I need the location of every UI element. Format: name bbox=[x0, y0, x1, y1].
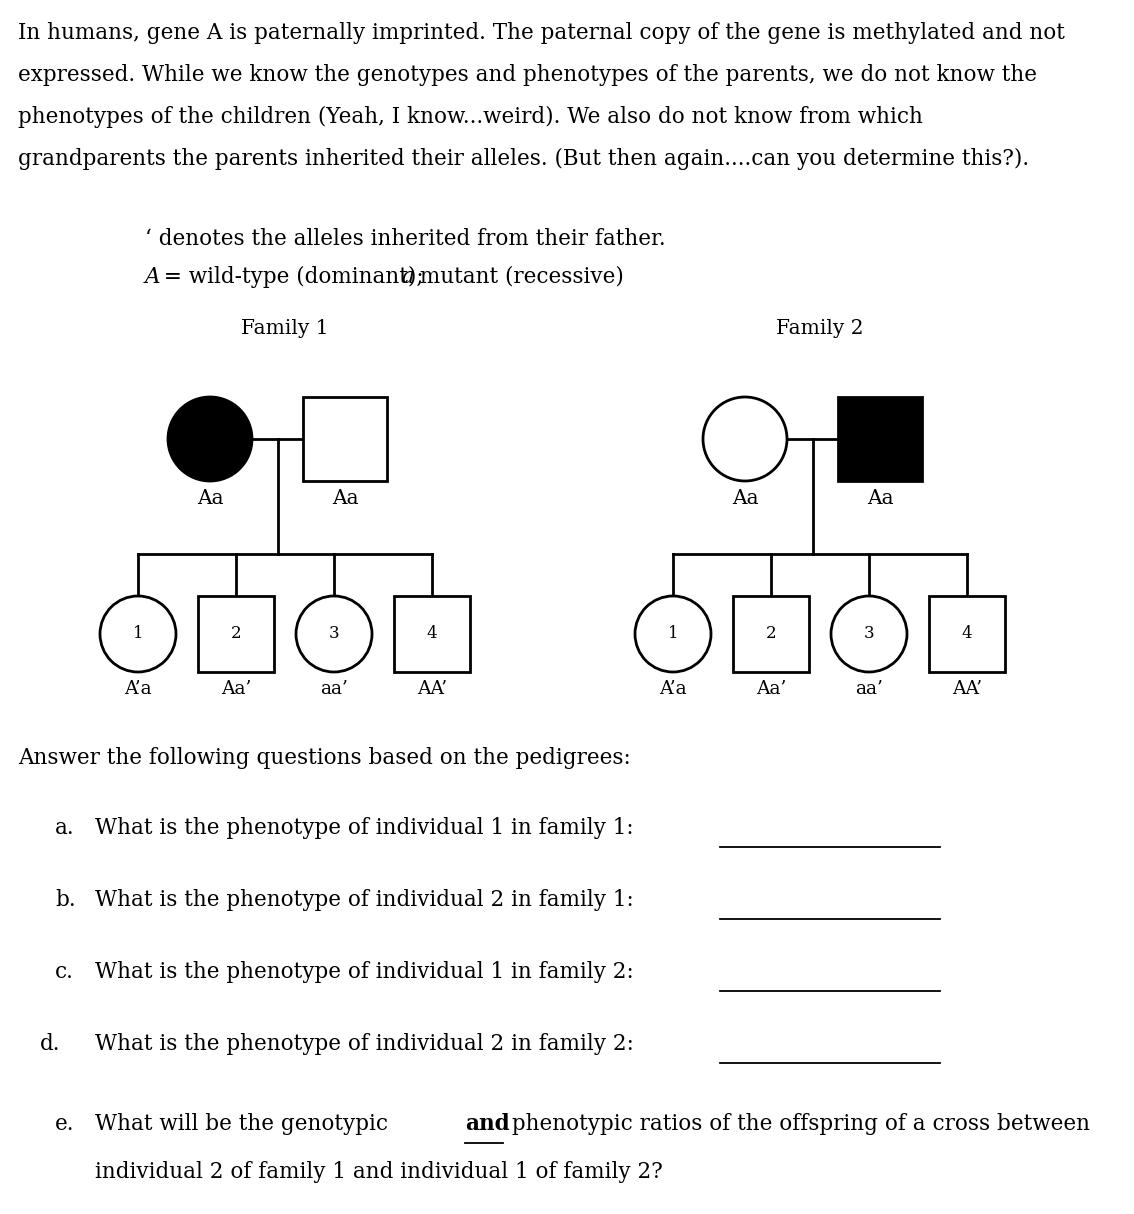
Text: AA’: AA’ bbox=[417, 680, 447, 698]
Text: What is the phenotype of individual 2 in family 1:: What is the phenotype of individual 2 in… bbox=[95, 889, 634, 910]
Text: What will be the genotypic: What will be the genotypic bbox=[95, 1113, 395, 1135]
Text: ‘ denotes the alleles inherited from their father.: ‘ denotes the alleles inherited from the… bbox=[145, 228, 666, 250]
Text: 3: 3 bbox=[329, 625, 339, 642]
Bar bbox=[393, 596, 469, 673]
Text: In humans, gene A is paternally imprinted. The paternal copy of the gene is meth: In humans, gene A is paternally imprinte… bbox=[18, 22, 1065, 44]
Bar bbox=[929, 596, 1005, 673]
Text: Aa: Aa bbox=[196, 489, 223, 507]
Text: d.: d. bbox=[40, 1033, 60, 1055]
Text: 1: 1 bbox=[668, 625, 678, 642]
Circle shape bbox=[635, 596, 711, 673]
Text: What is the phenotype of individual 1 in family 2:: What is the phenotype of individual 1 in… bbox=[95, 961, 634, 983]
Text: A’a: A’a bbox=[125, 680, 152, 698]
Text: = wild-type (dominant);: = wild-type (dominant); bbox=[156, 266, 423, 288]
Text: Answer the following questions based on the pedigrees:: Answer the following questions based on … bbox=[18, 747, 631, 768]
Text: 3: 3 bbox=[864, 625, 874, 642]
Text: 1: 1 bbox=[133, 625, 143, 642]
Text: phenotypes of the children (Yeah, I know...weird). We also do not know from whic: phenotypes of the children (Yeah, I know… bbox=[18, 106, 923, 129]
Bar bbox=[733, 596, 809, 673]
Text: A’a: A’a bbox=[659, 680, 687, 698]
Text: grandparents the parents inherited their alleles. (But then again....can you det: grandparents the parents inherited their… bbox=[18, 148, 1030, 170]
Circle shape bbox=[296, 596, 372, 673]
Text: phenotypic ratios of the offspring of a cross between: phenotypic ratios of the offspring of a … bbox=[505, 1113, 1090, 1135]
Text: aa’: aa’ bbox=[320, 680, 348, 698]
Text: 4: 4 bbox=[426, 625, 438, 642]
Text: A: A bbox=[145, 266, 161, 288]
Text: a: a bbox=[395, 266, 415, 288]
Text: What is the phenotype of individual 2 in family 2:: What is the phenotype of individual 2 in… bbox=[95, 1033, 634, 1055]
Text: 2: 2 bbox=[230, 625, 242, 642]
Text: 4: 4 bbox=[962, 625, 972, 642]
Text: Family 1: Family 1 bbox=[242, 319, 329, 337]
Bar bbox=[303, 397, 387, 481]
Text: Aa: Aa bbox=[866, 489, 894, 507]
Text: Aa: Aa bbox=[331, 489, 358, 507]
Text: and: and bbox=[465, 1113, 509, 1135]
Text: AA’: AA’ bbox=[951, 680, 982, 698]
Circle shape bbox=[703, 397, 787, 481]
Bar bbox=[838, 397, 922, 481]
Circle shape bbox=[100, 596, 176, 673]
Text: mutant (recessive): mutant (recessive) bbox=[413, 266, 624, 288]
Text: expressed. While we know the genotypes and phenotypes of the parents, we do not : expressed. While we know the genotypes a… bbox=[18, 64, 1036, 86]
Text: Family 2: Family 2 bbox=[777, 319, 864, 337]
Text: e.: e. bbox=[56, 1113, 75, 1135]
Text: b.: b. bbox=[56, 889, 76, 910]
Text: What is the phenotype of individual 1 in family 1:: What is the phenotype of individual 1 in… bbox=[95, 817, 634, 839]
Text: aa’: aa’ bbox=[855, 680, 883, 698]
Text: Aa: Aa bbox=[731, 489, 759, 507]
Text: Aa’: Aa’ bbox=[756, 680, 786, 698]
Text: individual 2 of family 1 and individual 1 of family 2?: individual 2 of family 1 and individual … bbox=[95, 1161, 662, 1182]
Bar bbox=[198, 596, 274, 673]
Text: 2: 2 bbox=[765, 625, 777, 642]
Circle shape bbox=[168, 397, 252, 481]
Circle shape bbox=[831, 596, 907, 673]
Text: Aa’: Aa’ bbox=[221, 680, 252, 698]
Text: a.: a. bbox=[56, 817, 75, 839]
Text: c.: c. bbox=[56, 961, 74, 983]
